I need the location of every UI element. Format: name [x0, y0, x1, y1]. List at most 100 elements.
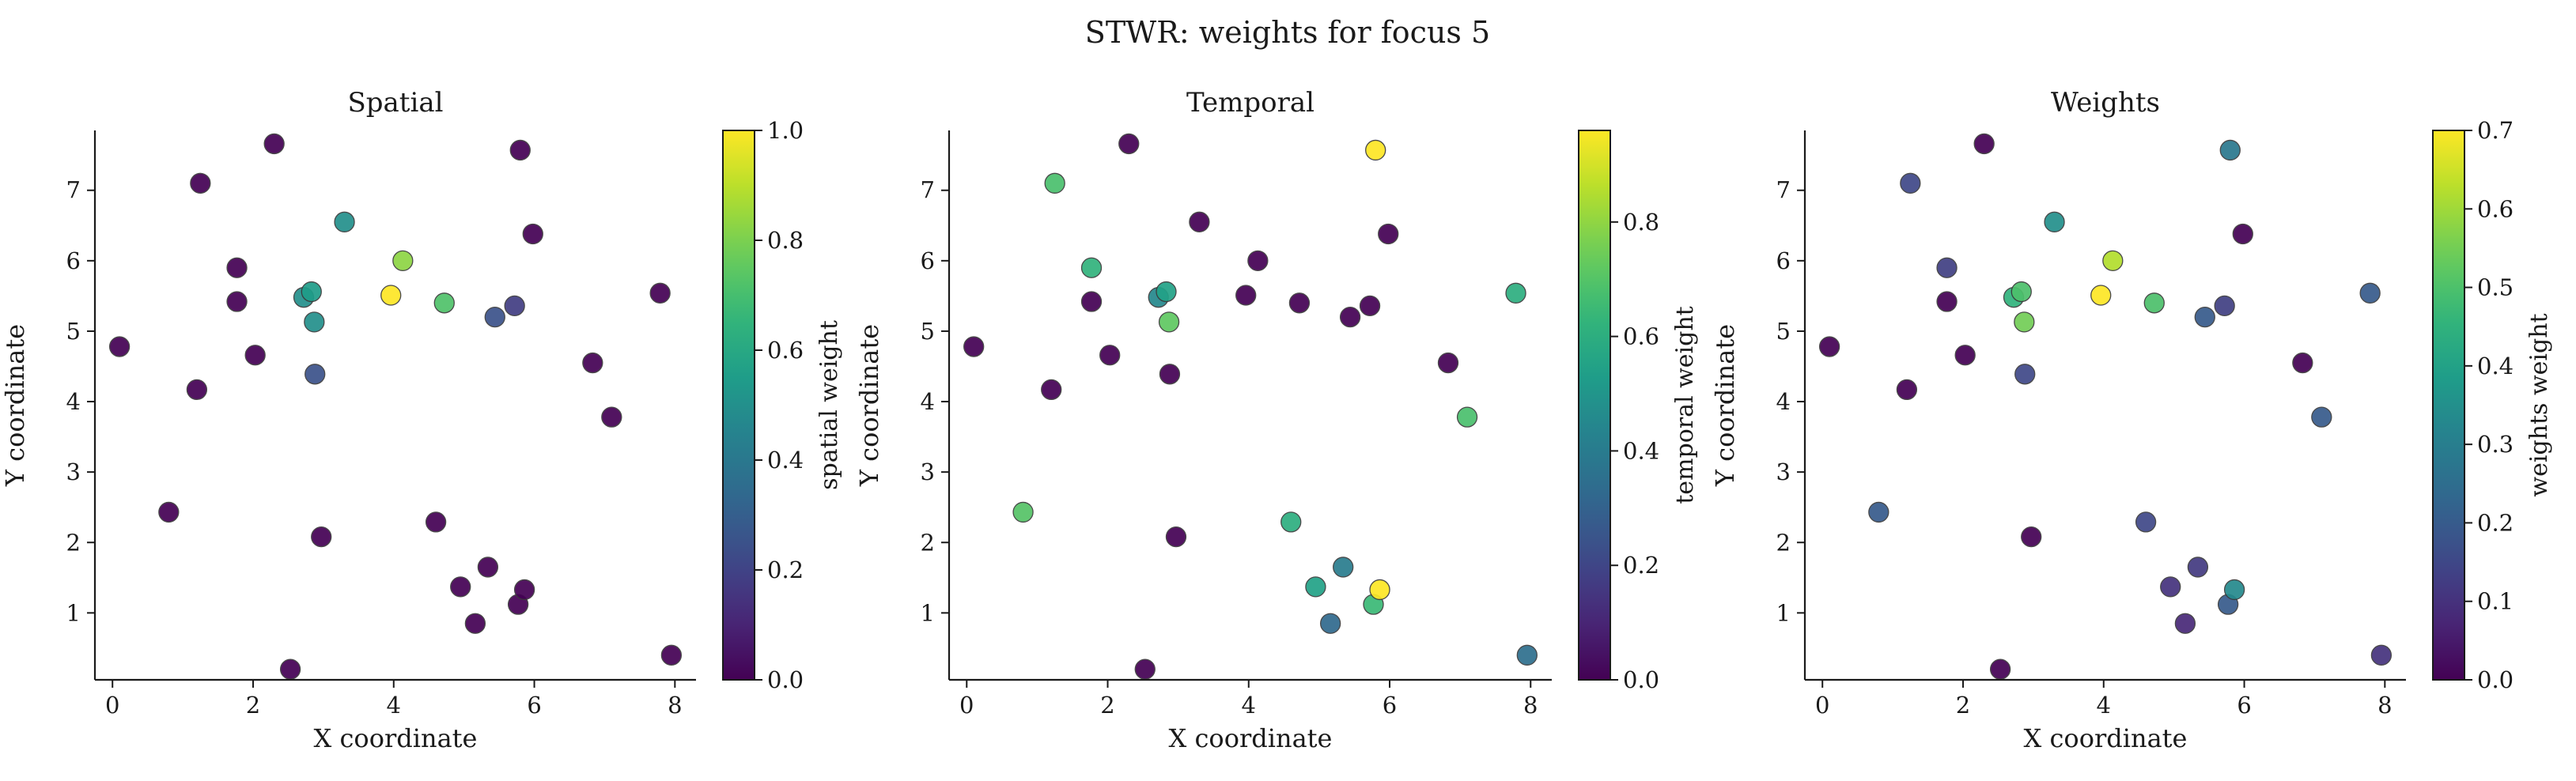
data-point [1973, 133, 1995, 155]
data-point [2232, 223, 2253, 245]
data-point [311, 526, 332, 548]
y-tick-label: 7 [921, 177, 935, 204]
x-axis-label: X coordinate [1169, 723, 1333, 753]
data-point [1900, 172, 1921, 194]
data-point [1359, 295, 1381, 317]
data-point [1936, 257, 1958, 278]
data-point [464, 613, 486, 634]
data-point [1516, 644, 1538, 666]
data-point [450, 576, 471, 598]
data-point [279, 658, 301, 680]
data-point [1012, 501, 1034, 523]
data-point [2214, 295, 2235, 317]
colorbar-tick-label: 0.1 [2477, 588, 2514, 615]
colorbar-label: weights weight [2525, 313, 2553, 496]
data-point [1189, 211, 1210, 232]
y-tick-label: 1 [921, 599, 935, 626]
subplot-title: Weights [2051, 87, 2160, 119]
data-point [2143, 292, 2165, 314]
data-point [2223, 579, 2245, 601]
data-point [1378, 223, 1399, 245]
data-point [1247, 250, 1269, 271]
colorbar-tick-label: 1.0 [767, 117, 804, 144]
panels: Spatial 0 2 4 6 8 1 2 3 4 5 6 7 X coordinate Y coordin… [0, 87, 2553, 753]
y-tick-label: 4 [1776, 388, 1791, 415]
data-point [158, 501, 180, 523]
data-point [1118, 133, 1140, 155]
colorbar-tick-label: 0.4 [767, 447, 804, 474]
y-tick-label: 1 [1776, 599, 1791, 626]
y-tick-label: 4 [921, 388, 935, 415]
data-point [433, 292, 455, 314]
data-point [2010, 281, 2032, 303]
subplot-1: Spatial 0 2 4 6 8 1 2 3 4 5 6 7 X coordinate Y coordin… [0, 87, 843, 753]
y-tick-label: 5 [921, 318, 935, 345]
data-point [1954, 345, 1976, 366]
data-point [1320, 613, 1341, 634]
colorbar-tick-label: 0.4 [1623, 437, 1659, 464]
colorbar-tick-label: 0.7 [2477, 117, 2514, 144]
data-point [1437, 352, 1459, 374]
colorbar-label: temporal weight [1671, 306, 1699, 504]
data-point [1288, 292, 1311, 314]
y-tick-label: 3 [921, 458, 935, 485]
colorbar [722, 130, 755, 681]
data-point [2292, 352, 2313, 374]
data-point [1896, 379, 1918, 401]
subplot-title: Temporal [1186, 87, 1314, 119]
x-tick-label: 6 [1383, 692, 1397, 719]
data-point [513, 579, 535, 601]
y-tick-label: 2 [921, 529, 935, 556]
data-point [1868, 501, 1889, 523]
y-tick-label: 2 [1776, 529, 1791, 556]
colorbar-tick-label: 0.2 [1623, 552, 1659, 579]
data-point [1080, 257, 1103, 278]
y-tick-label: 6 [1776, 247, 1791, 274]
data-point [1099, 345, 1121, 366]
data-point [1365, 139, 1386, 161]
data-point [1456, 406, 1478, 428]
figure-title: STWR: weights for focus 5 [1085, 15, 1490, 50]
x-tick-label: 0 [105, 692, 119, 719]
x-axis-label: X coordinate [2024, 723, 2188, 753]
y-tick-label: 7 [66, 177, 81, 204]
y-tick-label: 7 [1776, 177, 1791, 204]
x-axis-label: X coordinate [314, 723, 478, 753]
colorbar-tick-label: 0.8 [1623, 209, 1659, 236]
data-point [2014, 364, 2036, 385]
data-point [2219, 139, 2241, 161]
data-point [244, 345, 266, 366]
x-tick-label: 8 [1523, 692, 1538, 719]
y-tick-label: 6 [921, 247, 935, 274]
data-point [1156, 281, 1177, 303]
data-point [601, 406, 622, 428]
x-tick-label: 0 [959, 692, 974, 719]
colorbar-tick-label: 0.2 [767, 557, 804, 583]
data-point [2370, 644, 2393, 666]
y-tick-label: 1 [66, 599, 81, 626]
x-tick-label: 2 [1956, 692, 1970, 719]
data-point [1280, 511, 1302, 533]
data-point [2187, 557, 2209, 578]
data-point [1134, 658, 1156, 680]
data-point [1235, 285, 1257, 306]
subplot-title: Spatial [347, 87, 443, 119]
data-point [477, 557, 499, 578]
data-point [1989, 658, 2011, 680]
x-tick-label: 8 [668, 692, 682, 719]
x-tick-label: 6 [2237, 692, 2251, 719]
x-tick-label: 2 [1100, 692, 1114, 719]
data-point [522, 223, 543, 245]
colorbar-tick-label: 0.6 [2477, 195, 2514, 222]
data-point [1505, 282, 1526, 304]
data-point [1333, 557, 1354, 578]
x-tick-label: 4 [1242, 692, 1256, 719]
data-point [484, 306, 505, 328]
y-tick-label: 5 [66, 318, 81, 345]
colorbar-tick-label: 0.4 [2477, 353, 2514, 379]
data-point [509, 139, 531, 161]
data-point [1818, 336, 1840, 357]
x-tick-label: 0 [1815, 692, 1829, 719]
data-point [1936, 291, 1958, 312]
y-tick-label: 6 [66, 247, 81, 274]
